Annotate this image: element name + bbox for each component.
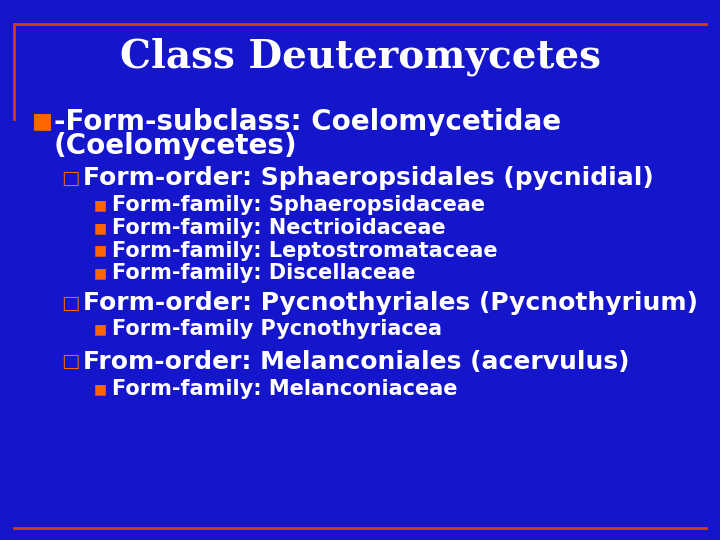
Text: Class Deuteromycetes: Class Deuteromycetes	[120, 37, 600, 76]
Text: ■: ■	[94, 266, 107, 280]
Text: ■: ■	[94, 198, 107, 212]
Text: Form-family: Melanconiaceae: Form-family: Melanconiaceae	[112, 379, 457, 399]
Text: Form-family: Leptostromataceae: Form-family: Leptostromataceae	[112, 240, 498, 261]
Text: (Coelomycetes): (Coelomycetes)	[54, 132, 297, 160]
Text: ■: ■	[32, 111, 53, 132]
Text: -Form-subclass: Coelomycetidae: -Form-subclass: Coelomycetidae	[54, 107, 561, 136]
Text: Form-order: Pycnothyriales (Pycnothyrium): Form-order: Pycnothyriales (Pycnothyrium…	[83, 292, 698, 315]
Text: ■: ■	[94, 322, 107, 336]
Text: □: □	[61, 294, 80, 313]
Text: ■: ■	[94, 221, 107, 235]
Text: ■: ■	[94, 382, 107, 396]
Text: Form-family: Nectrioidaceae: Form-family: Nectrioidaceae	[112, 218, 445, 238]
Text: From-order: Melanconiales (acervulus): From-order: Melanconiales (acervulus)	[83, 350, 629, 374]
Text: Form-family: Sphaeropsidaceae: Form-family: Sphaeropsidaceae	[112, 195, 485, 215]
Text: □: □	[61, 168, 80, 188]
Text: □: □	[61, 352, 80, 372]
Text: Form-order: Sphaeropsidales (pycnidial): Form-order: Sphaeropsidales (pycnidial)	[83, 166, 654, 190]
Text: ■: ■	[94, 244, 107, 258]
Text: Form-family: Discellaceae: Form-family: Discellaceae	[112, 263, 415, 284]
Text: Form-family Pycnothyriacea: Form-family Pycnothyriacea	[112, 319, 441, 340]
